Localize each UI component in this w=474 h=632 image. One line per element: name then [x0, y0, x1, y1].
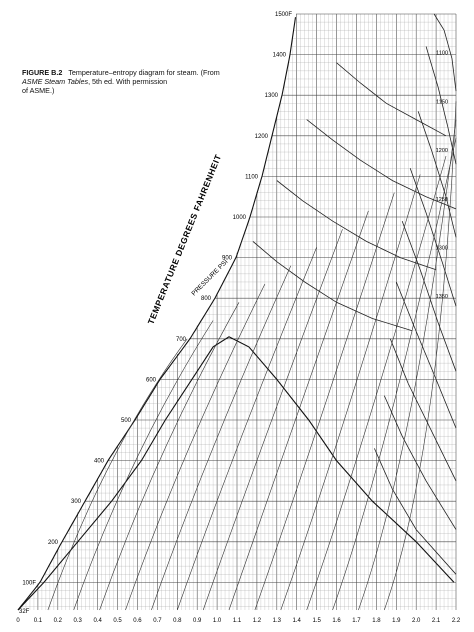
isobar-curve — [401, 220, 457, 372]
curve-value-label: 1300 — [436, 245, 448, 251]
x-tick-label: 1.4 — [293, 618, 302, 624]
isobar-curve — [383, 395, 457, 530]
y-tick-label: 1300 — [265, 93, 279, 99]
pressure-label: PRESSURE PSI — [190, 258, 229, 297]
x-tick-label: 1.6 — [332, 618, 341, 624]
ticks: 0 0.1 0.2 0.3 0.4 0.5 0.6 0.7 0.8 0.9 1.0 1.1 1.2 1.3… — [16, 12, 461, 624]
isobar-curve — [389, 338, 457, 482]
curve-value-label: 1150 — [436, 99, 448, 105]
quality-curve — [254, 192, 395, 611]
x-tick-label: 0.9 — [193, 618, 202, 624]
isobar-curve — [425, 46, 457, 165]
x-tick-label: 1.0 — [213, 618, 222, 624]
quality-curve — [73, 320, 214, 611]
quality-curve — [151, 265, 292, 611]
isobar-curve — [306, 119, 457, 210]
isobar-curve — [336, 62, 447, 137]
isobar-curve — [417, 111, 457, 238]
x-tick-label: 0.8 — [173, 618, 182, 624]
x-tick-label: 1.9 — [392, 618, 401, 624]
x-tick-label: 2.0 — [412, 618, 421, 624]
x-tick-label: 1.8 — [372, 618, 381, 624]
quality-curve — [47, 338, 188, 611]
caption-source: ASME Steam Tables — [22, 77, 89, 86]
x-tick-label: 1.7 — [352, 618, 361, 624]
quality-curve — [306, 156, 447, 611]
quality-curve — [99, 302, 240, 611]
x-tick-label: 1.2 — [253, 618, 262, 624]
y-tick-label: 500 — [121, 418, 132, 424]
x-tick-label: 0.2 — [54, 618, 63, 624]
isobar-curve — [374, 448, 457, 575]
y-tick-label: 600 — [146, 377, 157, 383]
y-tick-label: 100F — [22, 580, 36, 586]
x-tick-label: 0.6 — [133, 618, 142, 624]
quality-curve — [177, 247, 317, 611]
curve-value-label: 1200 — [436, 148, 448, 154]
y-tick-label: 1400 — [273, 53, 287, 59]
figure-caption: FIGURE B.2 Temperature–entropy diagram fo… — [22, 68, 237, 95]
isobar-curve — [433, 13, 457, 92]
y-tick-label: 300 — [71, 499, 82, 505]
y-tick-label: 700 — [176, 337, 187, 343]
saturation-dome — [17, 336, 455, 611]
y-axis-label: TEMPERATURE DEGREES FAHRENHEIT — [146, 152, 224, 325]
curves — [17, 13, 457, 611]
isobar-curve — [409, 168, 457, 307]
grid — [20, 13, 457, 610]
x-tick-label: 0.1 — [34, 618, 43, 624]
x-tick-label: 0.7 — [153, 618, 162, 624]
quality-curve — [332, 137, 457, 611]
y-tick-label: 400 — [94, 459, 105, 465]
quality-curve — [358, 119, 457, 611]
x-tick-label: 2.2 — [452, 618, 461, 624]
quality-curve — [384, 101, 457, 611]
x-tick-label: 0 — [16, 618, 20, 624]
y-tick-label: 900 — [222, 256, 233, 262]
bottom-32f-label: 32F — [19, 609, 30, 615]
x-tick-label: 1.3 — [273, 618, 282, 624]
caption-line3: of ASME.) — [22, 86, 55, 95]
y-tick-label: 1100 — [245, 174, 259, 180]
curve-value-label: 1250 — [436, 197, 448, 203]
x-tick-label: 0.3 — [74, 618, 83, 624]
figure-label: FIGURE B.2 — [22, 68, 63, 77]
x-tick-label: 1.5 — [312, 618, 321, 624]
quality-curve — [280, 174, 421, 611]
caption-line1: Temperature–entropy diagram for steam. (… — [68, 68, 220, 77]
isobar-curve — [276, 180, 437, 271]
caption-line2: , 5th ed. With permission — [88, 77, 168, 86]
curve-value-label: 1350 — [436, 294, 448, 300]
y-tick-label: 1000 — [233, 215, 247, 221]
x-tick-label: 1.1 — [233, 618, 242, 624]
y-tick-label: 1500F — [275, 12, 292, 18]
y-tick-label: 1200 — [255, 134, 269, 140]
quality-curve — [125, 283, 266, 611]
x-tick-label: 0.4 — [93, 618, 102, 624]
y-tick-label: 200 — [48, 540, 59, 546]
isobar-curve — [252, 241, 413, 332]
curve-value-label: 1100 — [436, 51, 448, 57]
isobar-curve — [395, 281, 457, 429]
quality-curve — [202, 229, 343, 611]
saturated-liquid-line — [17, 17, 297, 611]
x-tick-label: 2.1 — [432, 618, 441, 624]
y-tick-label: 800 — [201, 296, 212, 302]
x-tick-label: 0.5 — [113, 618, 122, 624]
